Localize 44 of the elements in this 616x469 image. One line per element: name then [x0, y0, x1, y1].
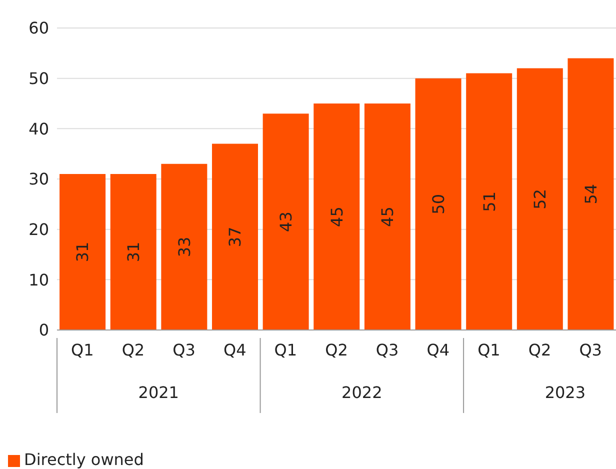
x-tick-label: Q2	[325, 340, 348, 360]
text: 2021	[138, 383, 179, 402]
text: 2022	[342, 383, 382, 402]
data-label: 45	[378, 206, 398, 227]
x-tick-label: Q2	[528, 340, 552, 360]
data-label: 31	[73, 242, 92, 262]
data-label: 54	[581, 184, 600, 204]
y-tick-label: 60	[28, 18, 49, 38]
legend-label: Directly owned	[24, 450, 144, 469]
x-tick-label: Q4	[223, 340, 246, 360]
bar	[110, 174, 156, 330]
bar	[161, 164, 208, 330]
data-label: 50	[428, 194, 448, 214]
x-tick-label: Q1	[71, 340, 94, 360]
text: 2023	[544, 383, 586, 402]
x-tick-label: Q3	[579, 340, 602, 360]
data-label: 52	[530, 188, 550, 210]
data-label: 51	[480, 191, 499, 212]
bar	[314, 104, 360, 330]
x-tick-label: Q3	[172, 340, 196, 360]
bar	[262, 114, 309, 330]
x-tick-label: Q1	[478, 340, 500, 360]
y-tick-label: 10	[28, 270, 49, 290]
data-label: 31	[124, 242, 144, 262]
x-tick-label: Q4	[426, 340, 450, 360]
x-tick-label: Q2	[122, 340, 145, 360]
bar	[364, 104, 410, 330]
bar	[212, 144, 258, 330]
data-label: 45	[327, 206, 346, 227]
bar	[516, 68, 563, 330]
bar	[60, 174, 106, 330]
data-label: 37	[226, 226, 245, 248]
bar	[568, 58, 614, 330]
bar	[415, 78, 462, 330]
y-tick-label: 20	[28, 220, 49, 240]
x-tick-label: Q3	[376, 340, 399, 360]
y-tick-label: 40	[28, 119, 49, 138]
data-label: 33	[174, 236, 194, 258]
y-tick-label: 30	[28, 170, 49, 189]
y-tick-label: 0	[38, 320, 49, 340]
x-tick-label: Q1	[274, 340, 298, 360]
data-label: 43	[276, 212, 296, 232]
bar	[466, 73, 512, 330]
y-tick-label: 50	[28, 69, 49, 88]
